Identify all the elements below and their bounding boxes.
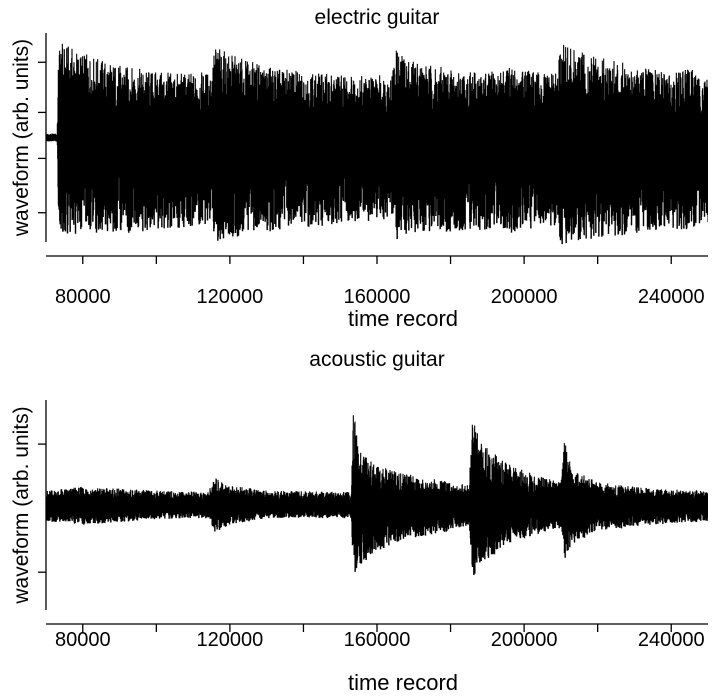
chart-title: acoustic guitar — [309, 348, 444, 371]
x-tick-label: 200000 — [491, 286, 558, 308]
x-tick-label: 80000 — [55, 286, 111, 308]
x-axis-label: time record — [348, 670, 458, 695]
chart-panel-1: electric guitar waveform (arb. units) 8000… — [10, 6, 708, 331]
x-tick-label: 240000 — [638, 286, 705, 308]
y-axis: waveform (arb. units) — [10, 400, 47, 610]
x-axis: 80000 120000 160000 200000 240000 time record — [46, 623, 708, 695]
x-tick-label: 160000 — [344, 629, 411, 651]
x-tick-label: 240000 — [638, 629, 705, 651]
y-axis-label: waveform (arb. units) — [10, 406, 33, 604]
x-tick-label: 160000 — [344, 286, 411, 308]
x-tick-label: 120000 — [197, 286, 264, 308]
waveform-line — [46, 415, 708, 575]
x-axis: 80000 120000 160000 200000 240000 time record — [46, 255, 708, 331]
y-axis: waveform (arb. units) — [10, 33, 47, 242]
waveform-series — [46, 43, 708, 245]
x-tick-label: 80000 — [55, 629, 111, 651]
y-axis-label: waveform (arb. units) — [10, 39, 33, 237]
chart-title: electric guitar — [315, 6, 440, 29]
waveform-line — [46, 43, 708, 245]
x-tick-label: 200000 — [491, 629, 558, 651]
x-axis-label: time record — [348, 306, 458, 331]
chart-panel-2: acoustic guitar waveform (arb. units) 8000… — [10, 348, 708, 695]
waveform-series — [46, 415, 708, 575]
x-tick-label: 120000 — [197, 629, 264, 651]
